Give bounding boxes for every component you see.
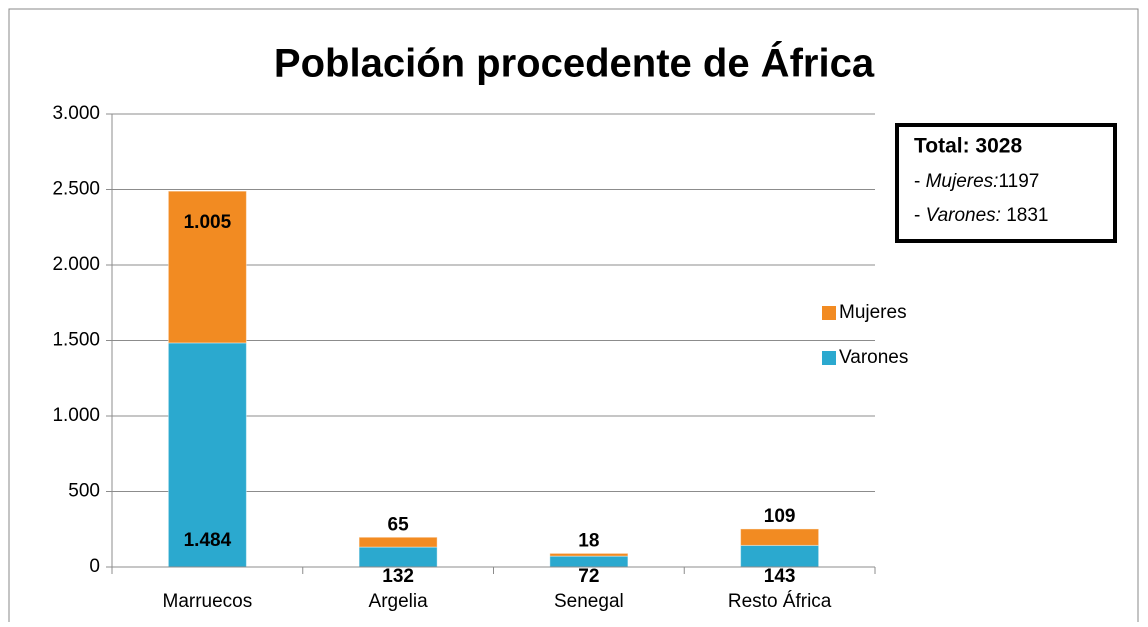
x-tick-label: Argelia xyxy=(369,591,429,612)
data-label: 1.484 xyxy=(184,530,232,551)
annotation-line: - Mujeres:1197 xyxy=(914,171,1039,192)
data-label: 72 xyxy=(578,566,599,587)
bar-segment xyxy=(740,528,820,546)
y-tick-label: 2.500 xyxy=(52,179,100,200)
data-label: 65 xyxy=(388,514,410,535)
y-tick-label: 1.000 xyxy=(52,405,100,426)
y-tick-label: 0 xyxy=(89,556,100,577)
annotation-marker: - xyxy=(914,171,920,192)
bar-segment xyxy=(358,546,438,568)
y-tick-label: 1.500 xyxy=(52,330,100,351)
x-tick-label: Marruecos xyxy=(163,591,253,612)
x-tick-label: Resto África xyxy=(728,591,832,612)
data-label: 109 xyxy=(764,506,796,527)
bar-segment xyxy=(549,552,629,557)
legend-swatch xyxy=(822,351,836,365)
bar-segment xyxy=(167,342,247,568)
annotation-line: - Varones: 1831 xyxy=(914,205,1049,226)
data-label: 143 xyxy=(764,566,796,587)
y-tick-label: 2.000 xyxy=(52,254,100,275)
annotation-box xyxy=(895,123,1117,243)
y-tick-label: 500 xyxy=(68,481,100,502)
annotation-marker: - xyxy=(914,205,920,226)
data-label: 132 xyxy=(382,566,414,587)
bar-segment xyxy=(167,190,247,344)
legend-swatch xyxy=(822,306,836,320)
bar-segment xyxy=(358,536,438,548)
bar-segment xyxy=(740,544,820,568)
annotation-heading: Total: 3028 xyxy=(914,135,1022,158)
data-label: 1.005 xyxy=(184,212,232,233)
data-label: 18 xyxy=(578,530,599,551)
annotation-label: Varones: xyxy=(926,205,1001,226)
annotation-label: Mujeres: xyxy=(926,171,999,192)
legend-label: Mujeres xyxy=(839,302,907,323)
chart-title: Población procedente de África xyxy=(274,41,875,86)
annotation-value: 1831 xyxy=(1006,205,1048,226)
y-tick-label: 3.000 xyxy=(52,103,100,124)
x-tick-label: Senegal xyxy=(554,591,624,612)
annotation-value: 1197 xyxy=(998,171,1039,192)
legend-label: Varones xyxy=(839,347,908,368)
